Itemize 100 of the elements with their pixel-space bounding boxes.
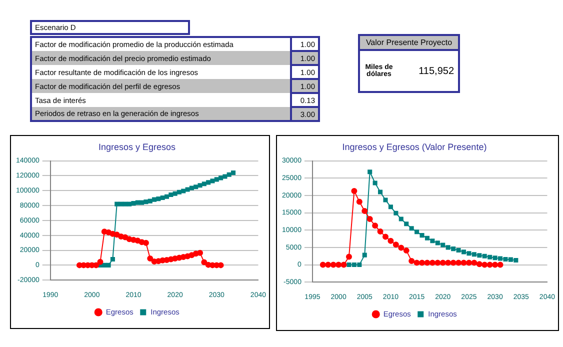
point bbox=[106, 262, 111, 268]
point bbox=[325, 262, 332, 268]
point bbox=[156, 196, 161, 202]
point bbox=[346, 262, 352, 268]
point bbox=[408, 258, 415, 264]
point bbox=[135, 200, 140, 205]
point bbox=[434, 260, 441, 266]
point bbox=[172, 191, 178, 196]
point bbox=[346, 254, 352, 260]
point bbox=[466, 251, 472, 256]
point bbox=[392, 242, 399, 248]
point bbox=[148, 198, 152, 204]
point bbox=[388, 238, 394, 244]
point bbox=[164, 194, 170, 199]
point bbox=[388, 204, 393, 210]
point bbox=[189, 186, 194, 190]
point bbox=[372, 180, 378, 186]
point bbox=[492, 256, 498, 260]
point bbox=[477, 253, 482, 258]
point bbox=[383, 198, 388, 202]
point bbox=[403, 248, 410, 254]
point bbox=[144, 200, 148, 204]
text: 115,952 bbox=[418, 66, 454, 76]
point bbox=[185, 187, 190, 192]
point bbox=[460, 260, 467, 266]
point bbox=[201, 259, 208, 266]
point bbox=[486, 262, 493, 268]
point bbox=[356, 198, 362, 205]
point bbox=[377, 228, 384, 234]
point bbox=[456, 248, 461, 252]
point bbox=[118, 202, 124, 206]
point bbox=[456, 260, 462, 266]
point bbox=[414, 230, 420, 234]
point bbox=[168, 192, 174, 197]
chart-title: Ingresos y Egresos bbox=[98, 142, 176, 152]
point bbox=[445, 260, 452, 266]
point bbox=[440, 260, 446, 266]
point bbox=[382, 234, 388, 240]
point bbox=[127, 202, 132, 206]
point bbox=[320, 262, 326, 268]
point bbox=[508, 257, 513, 262]
point bbox=[222, 174, 228, 179]
point bbox=[160, 195, 165, 200]
point bbox=[362, 208, 368, 214]
point bbox=[414, 260, 420, 266]
point bbox=[488, 254, 492, 260]
point bbox=[450, 260, 456, 266]
point bbox=[197, 250, 204, 256]
point bbox=[140, 200, 144, 205]
point bbox=[102, 262, 107, 268]
point bbox=[420, 233, 424, 238]
point bbox=[214, 177, 219, 182]
point bbox=[429, 260, 436, 266]
chart-title: Ingresos y Egresos (Valor Presente) bbox=[342, 142, 487, 152]
point bbox=[362, 252, 367, 258]
point bbox=[372, 222, 378, 229]
point bbox=[122, 202, 128, 206]
point bbox=[451, 246, 456, 252]
point bbox=[394, 210, 398, 216]
point bbox=[114, 202, 120, 206]
point bbox=[231, 170, 236, 175]
point bbox=[352, 262, 356, 268]
point bbox=[147, 255, 154, 262]
point bbox=[97, 258, 104, 265]
point bbox=[404, 222, 409, 226]
point bbox=[498, 256, 503, 261]
point bbox=[472, 252, 476, 257]
point bbox=[419, 260, 426, 266]
point bbox=[424, 236, 430, 240]
point bbox=[210, 178, 215, 184]
point bbox=[503, 256, 508, 262]
point bbox=[181, 188, 186, 194]
point bbox=[398, 216, 404, 222]
point bbox=[435, 240, 440, 246]
point bbox=[218, 176, 224, 180]
point bbox=[482, 262, 488, 268]
point bbox=[466, 260, 472, 266]
point bbox=[198, 183, 202, 188]
point bbox=[202, 182, 206, 186]
point bbox=[471, 260, 478, 266]
point bbox=[194, 184, 198, 190]
point bbox=[430, 238, 435, 244]
point bbox=[461, 250, 466, 254]
point bbox=[351, 188, 358, 194]
point bbox=[368, 170, 372, 174]
point bbox=[440, 242, 446, 248]
point bbox=[357, 262, 362, 268]
point bbox=[492, 262, 498, 268]
point bbox=[476, 261, 482, 268]
point bbox=[446, 245, 450, 250]
point bbox=[176, 190, 182, 194]
text: Valor Presente Proyecto bbox=[360, 36, 458, 51]
point bbox=[424, 260, 430, 266]
point bbox=[152, 197, 157, 202]
point bbox=[482, 254, 487, 258]
point bbox=[131, 201, 136, 206]
point bbox=[409, 226, 414, 231]
point bbox=[514, 258, 518, 263]
point bbox=[378, 190, 383, 194]
point bbox=[398, 244, 404, 251]
